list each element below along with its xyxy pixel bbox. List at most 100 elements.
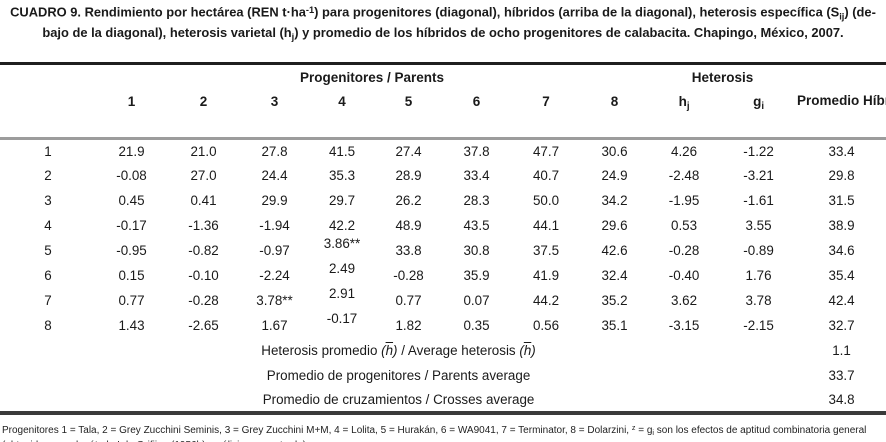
table-cell: 3.78 [745, 293, 772, 309]
summary-row-parents-average: Promedio de progenitores / Parents avera… [0, 363, 886, 388]
table-cell: 24.9 [601, 168, 628, 184]
table-cell: -1.61 [743, 193, 774, 209]
table-row: 8 1.43 -2.65 1.67 -0.17 1.82 0.35 0.56 35.1 -3.15… [0, 311, 886, 338]
row-label: 1 [44, 144, 52, 160]
table-cell: 3.86** [309, 236, 375, 263]
table-row: 7 0.77 -0.28 3.78** 2.91 0.77 0.07 44.2 35.2 3.62… [0, 286, 886, 313]
table-cell: 1.43 [118, 318, 145, 334]
table-cell: 3.55 [745, 218, 772, 234]
table-cell: -0.95 [116, 243, 147, 259]
table-cell: 1.67 [261, 318, 288, 334]
column-header-5: 5 [404, 94, 413, 110]
table-cell: 42.2 [328, 218, 356, 234]
table-cell: 27.0 [190, 168, 217, 184]
table-cell: 28.9 [395, 168, 422, 184]
table-cell: 40.7 [532, 168, 560, 184]
table-cell: 44.2 [532, 293, 560, 309]
table-cell: 0.53 [671, 218, 698, 234]
table-cell: 48.9 [395, 218, 422, 234]
row-label: 3 [44, 193, 52, 209]
table-row: 4 -0.17 -1.36 -1.94 42.2 48.9 43.5 44.1 29.6 0.53… [0, 213, 886, 238]
table-cell: 29.6 [601, 218, 628, 234]
table-cell: -0.17 [309, 311, 375, 338]
table-cell: 34.6 [828, 243, 855, 259]
table-cell: -0.28 [188, 293, 219, 309]
table-cell: 29.8 [828, 168, 855, 184]
table-cell: -1.95 [668, 193, 700, 209]
table-cell: -0.82 [188, 243, 219, 259]
table-cell: 34.2 [601, 193, 628, 209]
table-cell: -0.17 [116, 218, 147, 234]
summary-value: 33.7 [828, 368, 855, 384]
summary-label: Promedio de cruzamientos / Crosses avera… [262, 392, 535, 408]
table-cell: 0.77 [118, 293, 145, 309]
table-cell: 43.5 [463, 218, 490, 234]
header-empty-cell [0, 63, 96, 89]
table-footnote: Progenitores 1 = Tala, 2 = Grey Zucchini… [2, 423, 867, 442]
table-cell: 21.0 [190, 144, 217, 160]
column-header-6: 6 [472, 94, 481, 110]
table-cell: 41.9 [532, 268, 560, 284]
header-empty-cell [0, 89, 96, 138]
table-cell: 31.5 [828, 193, 855, 209]
column-header-1: 1 [127, 94, 136, 110]
table-row: 3 0.45 0.41 29.9 29.7 26.2 28.3 50.0 34.2 -1.95 -1… [0, 188, 886, 213]
column-header-gi: gi [753, 94, 765, 113]
table-cell: 0.56 [532, 318, 560, 334]
table-cell-value: 3.86** [323, 236, 361, 252]
table-body: 1 21.9 21.0 27.8 41.5 27.4 37.8 47.7 30.6 4.26 -1.… [0, 138, 886, 338]
header-parents-group: Progenitores / Parents [300, 69, 445, 85]
summary-value: 1.1 [832, 343, 851, 359]
table-cell: -0.89 [743, 243, 774, 259]
table-cell: 47.7 [532, 144, 560, 160]
table-cell: 3.78** [256, 293, 293, 309]
table-cell: 38.9 [828, 218, 855, 234]
table-title-line1: CUADRO 9. Rendimiento por hectárea (REN … [10, 4, 876, 22]
table-row: 5 -0.95 -0.82 -0.97 3.86** 33.8 30.8 37.5 42.6 -0… [0, 236, 886, 263]
table-cell: -2.15 [743, 318, 774, 334]
table-cell: -2.48 [668, 168, 700, 184]
row-label: 6 [44, 268, 52, 284]
table-cell: -0.40 [668, 268, 700, 284]
table-cell: -3.15 [668, 318, 700, 334]
table-cell: 35.2 [601, 293, 628, 309]
table-cell: 4.26 [671, 144, 698, 160]
table-cell: -1.36 [188, 218, 219, 234]
table-cell: 30.6 [601, 144, 628, 160]
table-cell: 32.4 [601, 268, 628, 284]
column-header-7: 7 [542, 94, 550, 110]
header-columns-row: 1 2 3 4 5 6 7 8 hj gi [0, 89, 886, 139]
table-cell-value: 2.91 [328, 286, 356, 302]
column-header-hj: hj [678, 94, 690, 113]
row-label: 4 [44, 218, 52, 234]
table-cell: 50.0 [532, 193, 560, 209]
summary-label: Heterosis promedio (h) / Average heteros… [261, 343, 536, 359]
table-row: 1 21.9 21.0 27.8 41.5 27.4 37.8 47.7 30.6 4.26 -1.… [0, 138, 886, 163]
row-label: 2 [44, 168, 52, 184]
table-cell: 44.1 [532, 218, 560, 234]
table-cell: -2.65 [188, 318, 219, 334]
table-cell: -0.28 [668, 243, 700, 259]
table-cell: 0.35 [463, 318, 490, 334]
table-cell: 24.4 [261, 168, 288, 184]
table-cell: 0.07 [463, 293, 490, 309]
table-cell: 0.77 [395, 293, 422, 309]
table-cell: 27.4 [395, 144, 422, 160]
column-header-2: 2 [199, 94, 208, 110]
table-cell: -3.21 [743, 168, 774, 184]
table-cell: 35.3 [328, 168, 356, 184]
table-cell: 1.76 [745, 268, 772, 284]
table-cell: 28.3 [463, 193, 490, 209]
table-cell-value: 2.49 [328, 261, 356, 277]
table-title: CUADRO 9. Rendimiento por hectárea (REN … [0, 0, 886, 46]
table-cell: 37.5 [532, 243, 560, 259]
summary-label: Promedio de progenitores / Parents avera… [266, 368, 531, 384]
table-title-line2: bajo de la diagonal), heterosis varietal… [42, 25, 844, 43]
table-cell: 2.91 [309, 286, 375, 313]
column-header-8: 8 [610, 94, 619, 110]
table-cell-value: -0.17 [326, 311, 358, 327]
table-cell: 29.7 [328, 193, 356, 209]
table-cell: -0.08 [116, 168, 147, 184]
diallel-table: Progenitores / Parents Heterosis Promedi… [0, 61, 886, 416]
